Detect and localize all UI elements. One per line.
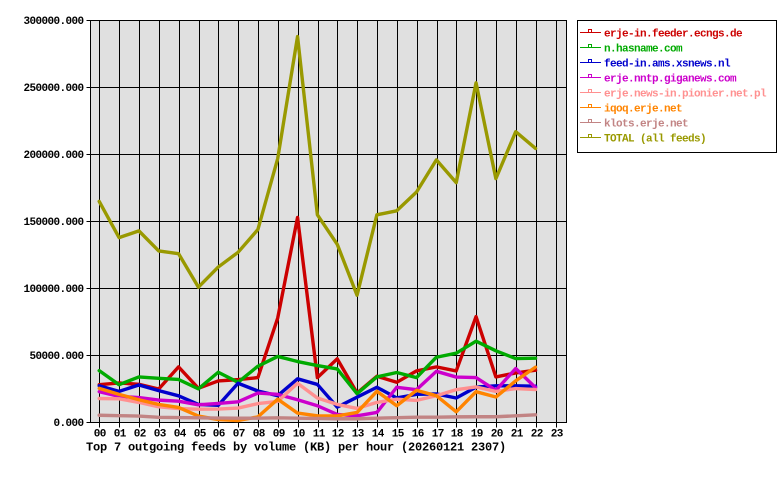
svg-text:02: 02 — [134, 429, 146, 441]
svg-text:Top 7 outgoing feeds by volume: Top 7 outgoing feeds by volume (KB) per … — [86, 441, 506, 455]
svg-text:01: 01 — [114, 429, 127, 441]
svg-text:04: 04 — [174, 429, 187, 441]
svg-text:05: 05 — [194, 429, 207, 441]
svg-text:15: 15 — [392, 429, 405, 441]
svg-text:250000.000: 250000.000 — [23, 83, 83, 95]
svg-text:07: 07 — [233, 429, 245, 441]
svg-text:iqoq.erje.net: iqoq.erje.net — [604, 104, 682, 116]
svg-text:100000.000: 100000.000 — [23, 284, 83, 296]
svg-text:18: 18 — [451, 429, 464, 441]
svg-text:06: 06 — [213, 429, 225, 441]
svg-text:10: 10 — [293, 429, 305, 441]
svg-text:21: 21 — [511, 429, 524, 441]
svg-text:feed-in.ams.xsnews.nl: feed-in.ams.xsnews.nl — [604, 59, 731, 71]
svg-text:300000.000: 300000.000 — [23, 16, 83, 28]
svg-text:22: 22 — [531, 429, 543, 441]
svg-text:erje.news-in.pionier.net.pl: erje.news-in.pionier.net.pl — [604, 89, 767, 101]
svg-text:00: 00 — [94, 429, 106, 441]
svg-text:13: 13 — [352, 429, 365, 441]
svg-text:12: 12 — [332, 429, 344, 441]
svg-text:14: 14 — [372, 429, 385, 441]
svg-text:11: 11 — [313, 429, 326, 441]
svg-text:150000.000: 150000.000 — [23, 217, 83, 229]
svg-text:09: 09 — [273, 429, 285, 441]
svg-text:200000.000: 200000.000 — [23, 150, 83, 162]
svg-text:16: 16 — [412, 429, 424, 441]
svg-text:17: 17 — [432, 429, 444, 441]
svg-text:erje.nntp.giganews.com: erje.nntp.giganews.com — [604, 74, 737, 86]
svg-text:03: 03 — [154, 429, 167, 441]
svg-text:klots.erje.net: klots.erje.net — [604, 119, 688, 131]
svg-text:0.000: 0.000 — [53, 418, 83, 430]
svg-text:TOTAL (all feeds): TOTAL (all feeds) — [604, 134, 706, 146]
svg-text:50000.000: 50000.000 — [29, 351, 83, 363]
svg-text:08: 08 — [253, 429, 266, 441]
svg-text:erje-in.feeder.ecngs.de: erje-in.feeder.ecngs.de — [604, 29, 743, 41]
svg-text:23: 23 — [551, 429, 564, 441]
svg-text:19: 19 — [471, 429, 483, 441]
svg-text:n.hasname.com: n.hasname.com — [604, 44, 683, 56]
svg-text:20: 20 — [491, 429, 503, 441]
